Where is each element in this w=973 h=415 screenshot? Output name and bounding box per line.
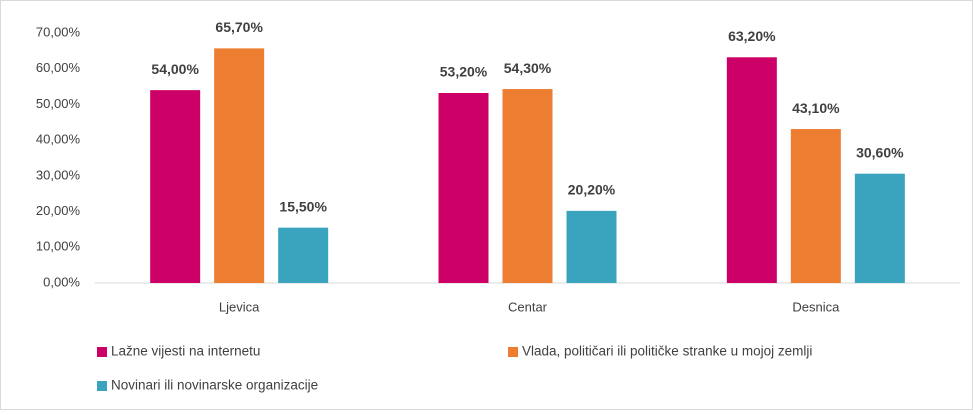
- x-tick-label: Ljevica: [219, 299, 260, 314]
- data-label: 30,60%: [856, 144, 904, 160]
- legend-swatch: [97, 347, 107, 357]
- legend-label: Vlada, političari ili političke stranke …: [522, 344, 812, 359]
- data-label: 54,00%: [151, 61, 199, 77]
- legend-label: Novinari ili novinarske organizacije: [111, 378, 318, 393]
- x-tick-label: Centar: [508, 299, 548, 314]
- y-tick-label: 50,00%: [36, 96, 81, 111]
- y-tick-label: 40,00%: [36, 132, 81, 147]
- legend-label: Lažne vijesti na internetu: [111, 344, 260, 359]
- y-tick-label: 20,00%: [36, 203, 81, 218]
- bar: [854, 173, 905, 283]
- data-label: 54,30%: [504, 60, 552, 76]
- data-label: 43,10%: [792, 100, 840, 116]
- bar: [790, 129, 841, 283]
- data-label: 15,50%: [279, 198, 327, 214]
- legend-swatch: [97, 381, 107, 391]
- data-label: 20,20%: [568, 182, 616, 198]
- bar: [150, 90, 201, 284]
- bar: [726, 57, 777, 284]
- y-tick-label: 70,00%: [36, 24, 81, 39]
- legend-swatch: [508, 347, 518, 357]
- data-label: 63,20%: [728, 28, 776, 44]
- bar: [502, 89, 553, 283]
- bar: [214, 48, 265, 283]
- bar: [438, 93, 489, 283]
- y-tick-label: 10,00%: [36, 239, 81, 254]
- x-tick-label: Desnica: [792, 299, 840, 314]
- y-tick-label: 60,00%: [36, 60, 81, 75]
- data-label: 65,70%: [215, 19, 263, 35]
- bar: [278, 227, 329, 283]
- bar: [566, 210, 617, 283]
- y-tick-label: 0,00%: [43, 274, 80, 289]
- y-tick-label: 30,00%: [36, 167, 81, 182]
- data-label: 53,20%: [440, 64, 488, 80]
